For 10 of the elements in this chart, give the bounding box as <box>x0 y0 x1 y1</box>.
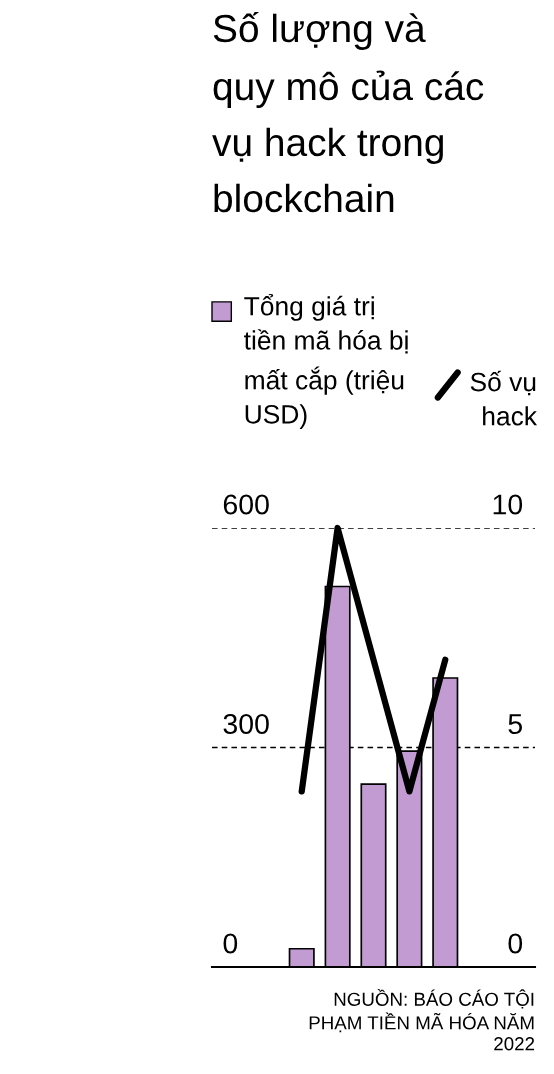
y2-tick-label: 10 <box>493 494 523 515</box>
y-tick-label: 0 <box>223 933 238 954</box>
y-tick-label: 600 <box>223 494 269 515</box>
chart-title: Số lượng và quy mô của các vụ hack trong blockchain <box>212 12 484 213</box>
legend-label: Tổng giá trị tiền mã hóa bị mất cắp (triệu USD) <box>244 294 408 429</box>
y2-tick-label: 0 <box>508 933 523 954</box>
legend-label: Số vụ hack <box>470 370 538 426</box>
text: NGUỒN: BÁO CÁO TỘI PHẠM TIỀN MÃ HÓA NĂM 2022 <box>309 988 535 1051</box>
y-tick-label: 300 <box>223 713 269 735</box>
y2-tick-label: 5 <box>508 714 522 735</box>
